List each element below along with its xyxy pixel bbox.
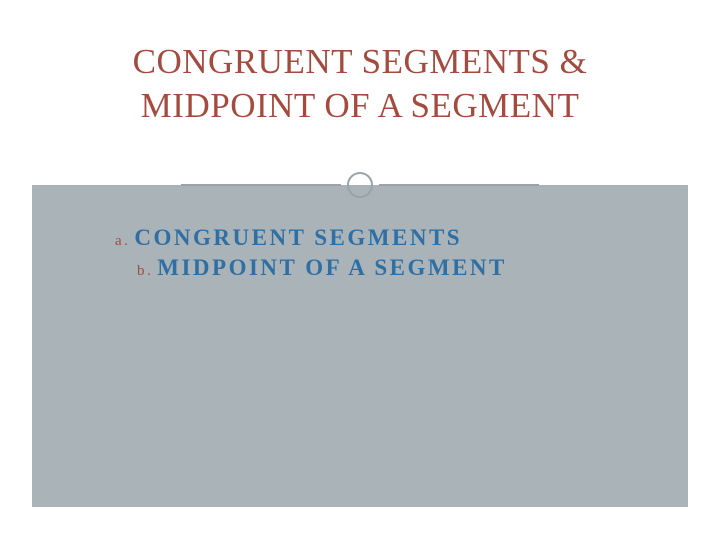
divider-line-right xyxy=(379,184,539,186)
list-item: b. MIDPOINT OF A SEGMENT xyxy=(137,255,635,281)
divider-circle-icon xyxy=(347,172,373,198)
list-marker: b. xyxy=(137,263,153,280)
list-item: a. CONGRUENT SEGMENTS xyxy=(115,225,635,251)
slide-title: CONGRUENT SEGMENTS & MIDPOINT OF A SEGME… xyxy=(0,40,720,128)
divider-line-left xyxy=(181,184,341,186)
title-line-1: CONGRUENT SEGMENTS & xyxy=(133,42,588,81)
list-marker: a. xyxy=(115,233,130,250)
list-item-text: CONGRUENT SEGMENTS xyxy=(134,225,462,251)
title-divider xyxy=(0,172,720,198)
content-list: a. CONGRUENT SEGMENTS b. MIDPOINT OF A S… xyxy=(115,225,635,285)
title-line-2: MIDPOINT OF A SEGMENT xyxy=(141,86,580,125)
slide: CONGRUENT SEGMENTS & MIDPOINT OF A SEGME… xyxy=(0,0,720,540)
list-item-text: MIDPOINT OF A SEGMENT xyxy=(157,255,507,281)
